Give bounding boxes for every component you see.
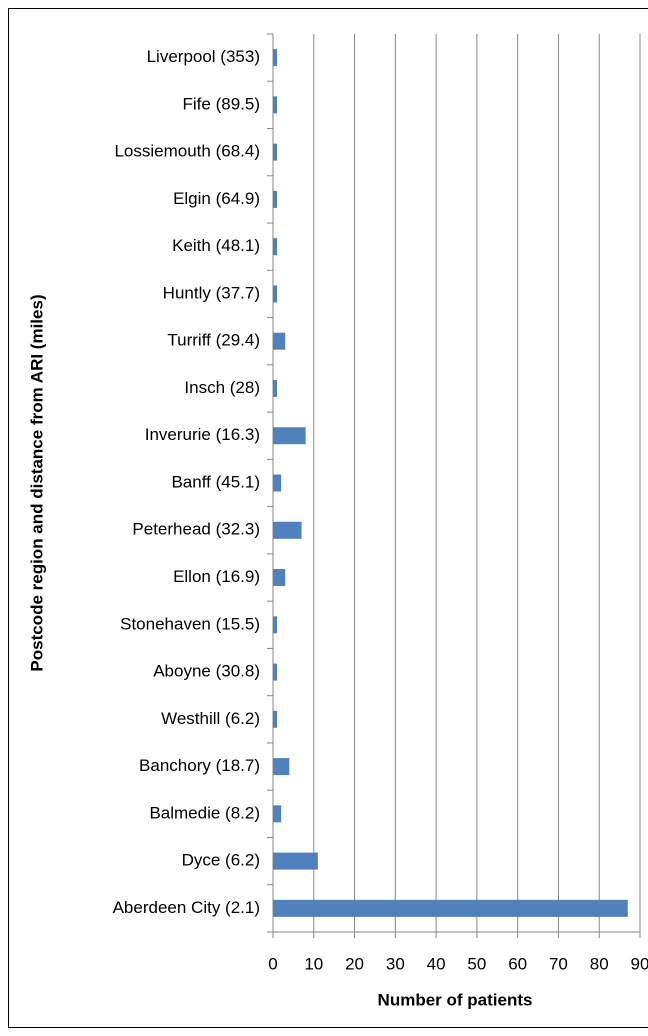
y-tick-label: Banchory (18.7) bbox=[139, 756, 260, 775]
y-tick-label: Lossiemouth (68.4) bbox=[114, 142, 260, 161]
bar bbox=[273, 663, 278, 681]
bar bbox=[273, 616, 278, 634]
chart-border bbox=[8, 8, 648, 1028]
bar bbox=[273, 427, 306, 445]
x-tick-label: 50 bbox=[467, 954, 486, 973]
x-tick-label: 80 bbox=[590, 954, 609, 973]
bar bbox=[273, 710, 278, 728]
x-tick-label: 70 bbox=[549, 954, 568, 973]
bar bbox=[273, 521, 302, 539]
y-tick-label: Banff (45.1) bbox=[171, 472, 260, 491]
y-tick-label: Aberdeen City (2.1) bbox=[113, 898, 260, 917]
x-tick-label: 40 bbox=[427, 954, 446, 973]
bar bbox=[273, 96, 278, 114]
y-tick-label: Liverpool (353) bbox=[147, 47, 260, 66]
x-tick-label: 30 bbox=[386, 954, 405, 973]
bar bbox=[273, 190, 278, 208]
x-tick-label: 60 bbox=[508, 954, 527, 973]
y-tick-label: Elgin (64.9) bbox=[173, 189, 260, 208]
y-tick-label: Keith (48.1) bbox=[172, 236, 260, 255]
y-tick-label: Westhill (6.2) bbox=[161, 709, 260, 728]
y-tick-label: Peterhead (32.3) bbox=[132, 520, 260, 539]
bar bbox=[273, 899, 628, 917]
y-tick-label: Insch (28) bbox=[184, 378, 260, 397]
x-tick-label: 10 bbox=[304, 954, 323, 973]
x-axis-title: Number of patients bbox=[378, 990, 533, 1009]
bar bbox=[273, 852, 318, 870]
y-tick-label: Turriff (29.4) bbox=[167, 331, 260, 350]
y-tick-label: Aboyne (30.8) bbox=[153, 662, 260, 681]
y-tick-label: Balmedie (8.2) bbox=[149, 803, 260, 822]
bar bbox=[273, 143, 278, 161]
y-tick-label: Huntly (37.7) bbox=[163, 283, 260, 302]
y-tick-label: Ellon (16.9) bbox=[173, 567, 260, 586]
y-tick-label: Dyce (6.2) bbox=[182, 851, 260, 870]
bar bbox=[273, 49, 278, 67]
bar bbox=[273, 332, 286, 350]
x-tick-label: 0 bbox=[268, 954, 277, 973]
bar bbox=[273, 238, 278, 256]
y-tick-label: Fife (89.5) bbox=[183, 94, 260, 113]
y-axis-title: Postcode region and distance from ARI (m… bbox=[27, 294, 46, 671]
bar bbox=[273, 474, 282, 492]
bar bbox=[273, 758, 290, 776]
bar bbox=[273, 805, 282, 823]
bar bbox=[273, 285, 278, 303]
bar bbox=[273, 379, 278, 397]
x-tick-label: 90 bbox=[631, 954, 648, 973]
y-tick-label: Stonehaven (15.5) bbox=[120, 614, 260, 633]
y-tick-label: Inverurie (16.3) bbox=[145, 425, 260, 444]
bar bbox=[273, 569, 286, 587]
x-tick-label: 20 bbox=[345, 954, 364, 973]
